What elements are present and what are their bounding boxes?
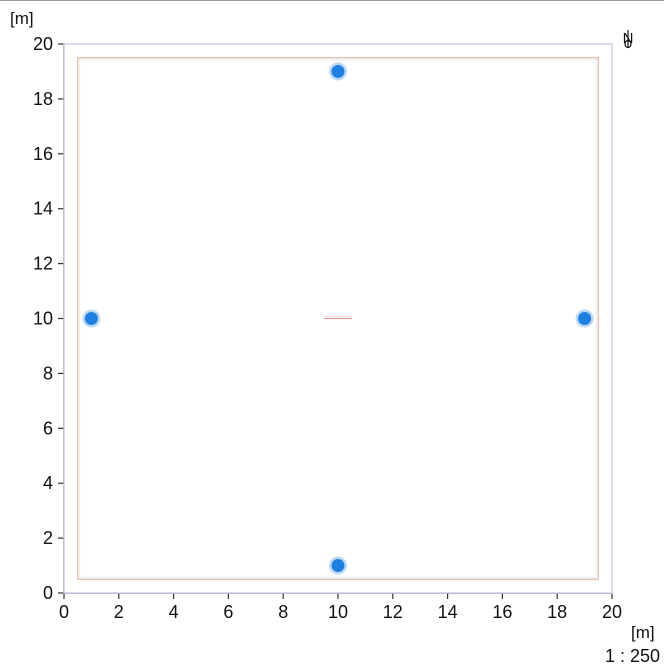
y-tick-label: 6	[43, 418, 53, 438]
y-tick-label: 18	[33, 89, 53, 109]
y-tick-label: 16	[33, 144, 53, 164]
luminaire-marker	[331, 559, 345, 573]
x-tick-label: 4	[169, 602, 179, 622]
y-tick-label: 4	[43, 473, 53, 493]
x-tick-label: 6	[223, 602, 233, 622]
y-axis-unit-label: [m]	[10, 9, 34, 28]
y-tick-label: 8	[43, 363, 53, 383]
luminaire	[329, 62, 347, 81]
x-tick-label: 14	[438, 602, 458, 622]
top-rule	[0, 0, 664, 1]
axes: 0 2 4 6 8 10 12 14 16 18 20 0 2 4 6 8 10 12 14 16 18 20	[33, 34, 622, 622]
luminaire	[329, 556, 347, 575]
luminaire-layer	[82, 62, 594, 575]
luminaire-marker	[84, 312, 98, 325]
x-tick-label: 0	[59, 602, 69, 622]
inner-boundary	[76, 56, 600, 581]
y-tick-label: 2	[43, 528, 53, 548]
luminaire	[575, 309, 594, 328]
y-tick-label: 14	[33, 199, 53, 219]
luminaire-marker	[331, 64, 345, 78]
north-arrow-icon: N	[623, 30, 633, 49]
x-tick-label: 12	[383, 602, 403, 622]
y-tick-label: 0	[43, 583, 53, 603]
x-tick-label: 18	[547, 602, 567, 622]
y-tick-label: 10	[33, 309, 53, 329]
x-tick-label: 8	[278, 602, 288, 622]
x-tick-label: 10	[328, 602, 348, 622]
luminaire	[82, 309, 101, 328]
inner-boundary-shadow	[79, 59, 597, 578]
x-tick-label: 20	[602, 602, 622, 622]
x-tick-label: 2	[114, 602, 124, 622]
luminaire-marker	[578, 312, 592, 325]
x-tick-label: 16	[492, 602, 512, 622]
scale-label: 1 : 250	[605, 646, 660, 665]
y-tick-label: 20	[33, 34, 53, 54]
y-tick-label: 12	[33, 254, 53, 274]
x-axis-unit-label: [m]	[631, 623, 655, 642]
